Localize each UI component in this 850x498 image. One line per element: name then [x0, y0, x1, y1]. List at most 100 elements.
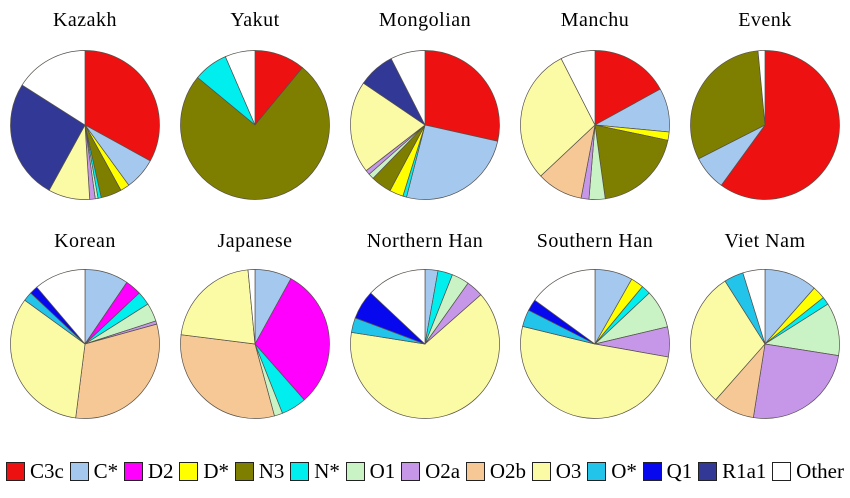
legend-item-r1a1: R1a1	[698, 459, 766, 484]
pie-slice-other	[390, 50, 426, 126]
pie-slice-cstar	[406, 124, 499, 200]
pie-slice-o2a	[752, 343, 839, 419]
legend-item-cstar: C*	[69, 458, 119, 484]
pie-chart-manchu	[520, 50, 670, 200]
legend-item-o1: O1	[345, 458, 396, 484]
legend-label: N*	[314, 458, 340, 483]
legend-item-n3: N3	[234, 458, 285, 484]
legend-swatch-dstar	[179, 461, 199, 481]
pie-title-mongolian: Mongolian	[378, 9, 472, 31]
pie-slice-c3c	[720, 50, 840, 200]
legend-label: O2b	[489, 458, 526, 483]
pie-evenk: Evenk	[680, 0, 850, 225]
legend-label: O1	[369, 458, 396, 483]
legend-swatch-o2b	[465, 461, 485, 481]
pie-slice-o2b	[75, 323, 160, 419]
pie-slice-o3	[10, 299, 86, 419]
legend-item-o3: O3	[531, 458, 582, 484]
legend-swatch-c3c	[6, 461, 25, 481]
pie-chart-kazakh	[10, 50, 160, 200]
legend-label: D2	[147, 458, 174, 483]
legend-swatch-r1a1	[698, 461, 718, 481]
pie-title-evenk: Evenk	[738, 9, 792, 31]
legend-item-o2b: O2b	[465, 458, 526, 484]
pie-title-northern-han: Northern Han	[366, 230, 484, 252]
pie-chart-yakut	[180, 50, 330, 200]
legend-item-other: Other	[772, 459, 844, 484]
legend-swatch-q1	[642, 461, 662, 481]
pie-slice-c3c	[424, 50, 500, 142]
pie-slice-other	[560, 50, 596, 126]
pie-slice-d2	[254, 278, 330, 401]
legend-label: O2a	[425, 458, 461, 483]
legend-swatch-other	[772, 461, 792, 481]
pie-slice-o2b	[180, 334, 275, 419]
pie-korean: Korean	[0, 225, 170, 448]
pie-slice-c3c	[594, 50, 661, 126]
legend-swatch-d2	[123, 461, 143, 481]
pie-yakut: Yakut	[170, 0, 340, 225]
pie-slice-n3	[180, 67, 330, 200]
pie-viet-nam: Viet Nam	[680, 225, 850, 448]
legend-label: N3	[258, 458, 285, 483]
pie-japanese: Japanese	[170, 225, 340, 448]
legend-label: O3	[555, 458, 582, 483]
pie-slice-o3	[350, 294, 500, 419]
legend-item-o2a: O2a	[401, 459, 460, 484]
pie-title-korean: Korean	[54, 230, 116, 252]
pie-manchu: Manchu	[510, 0, 680, 225]
pie-slice-o3	[520, 58, 596, 177]
pie-slice-n3	[690, 50, 766, 160]
pie-slice-o3	[520, 325, 669, 419]
legend-item-q1: Q1	[642, 458, 693, 484]
pie-slice-other	[36, 269, 86, 345]
legend-swatch-o3	[531, 461, 551, 481]
legend-item-dstar: D*	[179, 459, 229, 484]
legend-swatch-cstar	[69, 461, 89, 481]
pie-title-manchu: Manchu	[560, 9, 630, 31]
pie-title-japanese: Japanese	[217, 230, 293, 252]
pie-chart-korean	[10, 269, 160, 419]
legend-swatch-o1	[345, 461, 365, 481]
pie-title-viet-nam: Viet Nam	[724, 230, 806, 252]
legend-label: C*	[93, 458, 119, 483]
pie-slice-o3	[350, 82, 426, 172]
pie-title-yakut: Yakut	[230, 9, 280, 31]
legend-label: Other	[796, 458, 844, 483]
pie-slice-other	[757, 50, 766, 126]
pie-slice-other	[370, 269, 426, 345]
pie-chart-southern-han	[520, 269, 670, 419]
pie-slice-other	[742, 269, 766, 345]
pie-slice-other	[534, 269, 596, 345]
pie-title-kazakh: Kazakh	[52, 9, 118, 31]
pie-southern-han: Southern Han	[510, 225, 680, 448]
pie-slice-other	[247, 269, 256, 345]
legend-label: R1a1	[722, 458, 767, 483]
legend-label: O*	[611, 458, 637, 483]
legend-item-c3c: C3c	[6, 459, 64, 484]
pie-chart-northern-han	[350, 269, 500, 419]
legend-item-ostar: O*	[587, 459, 637, 484]
pie-title-southern-han: Southern Han	[536, 230, 654, 252]
pie-chart-mongolian	[350, 50, 500, 200]
pie-northern-han: Northern Han	[340, 225, 510, 448]
pie-mongolian: Mongolian	[340, 0, 510, 225]
legend-label: C3c	[30, 458, 64, 483]
pie-slice-n3	[594, 124, 669, 200]
pie-slice-r1a1	[10, 84, 86, 191]
legend-label: D*	[203, 458, 229, 483]
legend-swatch-nstar	[290, 461, 310, 481]
pie-slice-other	[224, 50, 256, 126]
pie-chart-japanese	[180, 269, 330, 419]
pie-kazakh: Kazakh	[0, 0, 170, 225]
legend-swatch-n3	[234, 461, 254, 481]
pie-slice-o3	[180, 269, 256, 345]
pie-slice-other	[21, 50, 86, 126]
legend: C3c C* D2 D* N3 N* O1 O2a O2b O3 O* Q1 R1a1 Other	[0, 448, 850, 498]
legend-swatch-o2a	[401, 461, 421, 481]
pie-grid: Kazakh Yakut Mongolian Manchu Evenk Kore…	[0, 0, 850, 448]
pie-slice-c3c	[84, 50, 160, 162]
legend-item-nstar: N*	[290, 459, 340, 484]
legend-label: Q1	[666, 458, 693, 483]
